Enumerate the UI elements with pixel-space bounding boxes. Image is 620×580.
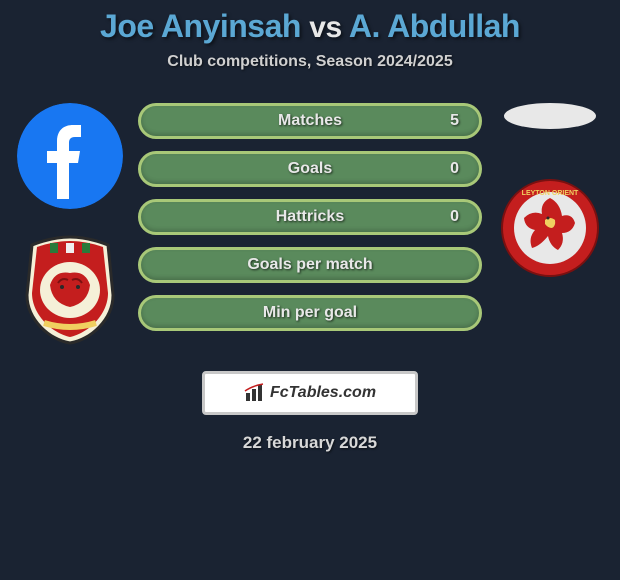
player2-photo <box>504 103 596 129</box>
right-column: LEYTON ORIENT <box>490 99 610 283</box>
wrexham-crest-icon <box>20 235 120 345</box>
vs-text: vs <box>309 11 341 44</box>
facebook-icon <box>17 103 123 209</box>
svg-text:LEYTON ORIENT: LEYTON ORIENT <box>522 190 579 197</box>
stat-label: Goals <box>288 160 332 178</box>
stat-value: 5 <box>450 112 459 130</box>
stat-matches: Matches 5 <box>138 103 482 139</box>
stat-min-per-goal: Min per goal <box>138 295 482 331</box>
main-row: Matches 5 Goals 0 Hattricks 0 Goals per … <box>0 99 620 345</box>
comparison-card: Joe Anyinsah vs A. Abdullah Club competi… <box>0 0 620 453</box>
attribution-box[interactable]: FcTables.com <box>202 371 418 415</box>
stat-label: Hattricks <box>276 208 344 226</box>
date-text: 22 february 2025 <box>0 433 620 453</box>
player1-photo <box>17 103 123 209</box>
stat-goals: Goals 0 <box>138 151 482 187</box>
fctables-logo-icon <box>244 383 264 403</box>
stat-value: 0 <box>450 208 459 226</box>
subtitle: Club competitions, Season 2024/2025 <box>0 53 620 71</box>
stat-label: Matches <box>278 112 342 130</box>
stat-label: Goals per match <box>247 256 372 274</box>
left-column <box>10 99 130 345</box>
stat-value: 0 <box>450 160 459 178</box>
player2-name: A. Abdullah <box>349 8 520 44</box>
stat-goals-per-match: Goals per match <box>138 247 482 283</box>
page-title: Joe Anyinsah vs A. Abdullah <box>0 8 620 45</box>
stats-column: Matches 5 Goals 0 Hattricks 0 Goals per … <box>130 103 490 331</box>
leyton-orient-crest-icon: LEYTON ORIENT <box>500 178 600 278</box>
player2-crest: LEYTON ORIENT <box>500 173 600 283</box>
player1-crest <box>20 235 120 345</box>
stat-hattricks: Hattricks 0 <box>138 199 482 235</box>
player1-name: Joe Anyinsah <box>100 8 301 44</box>
attribution-text: FcTables.com <box>270 384 376 402</box>
stat-label: Min per goal <box>263 304 357 322</box>
